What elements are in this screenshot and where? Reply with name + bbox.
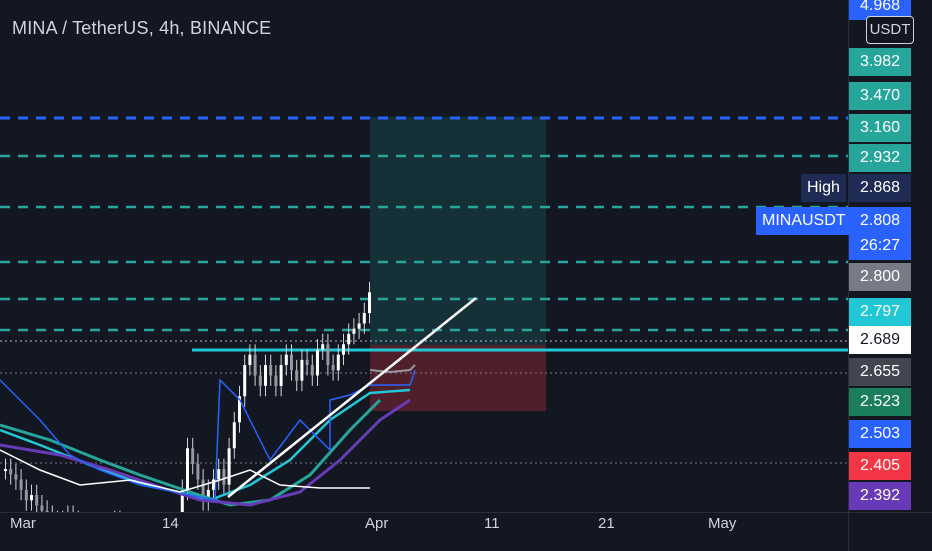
candle-body — [264, 365, 267, 386]
candle-body — [4, 469, 7, 472]
candle-body — [206, 489, 210, 501]
time-label: 11 — [484, 515, 500, 532]
trend-line — [227, 297, 477, 498]
time-label: Mar — [10, 515, 36, 532]
candle-body — [212, 479, 215, 490]
price-axis[interactable] — [848, 0, 932, 512]
price-label: 2.800 — [849, 263, 911, 291]
candle-body — [362, 313, 366, 324]
candle-body — [222, 469, 226, 485]
time-label: Apr — [365, 515, 389, 532]
chart-canvas[interactable] — [0, 0, 848, 512]
candle-body — [342, 344, 345, 355]
time-axis[interactable] — [0, 512, 848, 551]
candle-body — [232, 422, 236, 449]
price-label: 2.808 — [849, 207, 911, 235]
time-label: May — [708, 515, 737, 532]
candle-body — [269, 365, 273, 376]
price-label: 3.982 — [849, 48, 911, 76]
symbol-label: MINAUSDT — [756, 207, 852, 235]
target-zone — [370, 117, 546, 345]
candle-body — [321, 344, 325, 350]
time-label: 21 — [598, 515, 615, 532]
candle-body — [227, 448, 231, 485]
candle-body — [253, 354, 257, 376]
candle-body — [201, 479, 205, 501]
price-label: 2.868 — [849, 174, 911, 202]
candle-body — [186, 448, 189, 490]
candle-body — [14, 474, 18, 480]
price-label: 2.689 — [849, 326, 911, 354]
candle-body — [347, 333, 351, 345]
volume-line — [0, 449, 370, 493]
candle-body — [238, 396, 241, 423]
candle-body — [217, 469, 221, 480]
price-label: 2.405 — [849, 452, 911, 480]
candle-body — [191, 448, 195, 464]
candle-body — [243, 365, 247, 397]
candle-body — [248, 354, 252, 366]
stop-zone — [370, 345, 546, 411]
candle-body — [258, 375, 262, 386]
price-label: 4.968 — [849, 0, 911, 20]
chart-plot-area[interactable] — [0, 0, 848, 512]
price-label: 3.470 — [849, 82, 911, 110]
price-label: 2.932 — [849, 144, 911, 172]
candle-body — [310, 365, 314, 376]
price-label: 2.503 — [849, 420, 911, 448]
candle-body — [45, 510, 49, 512]
candle-body — [305, 359, 309, 366]
axis-corner — [848, 512, 932, 551]
candle-body — [180, 489, 184, 512]
price-label: 2.392 — [849, 482, 911, 510]
price-label: 2.523 — [849, 388, 911, 416]
price-label: 2.655 — [849, 358, 911, 386]
candle-body — [279, 365, 283, 386]
candle-body — [352, 328, 356, 334]
candle-body — [24, 489, 28, 501]
candle-body — [284, 354, 288, 366]
candle-body — [19, 479, 23, 490]
candle-body — [316, 349, 319, 376]
channel-line — [0, 369, 416, 501]
candle-body — [300, 359, 304, 381]
candle-body — [274, 375, 278, 386]
candle-body — [331, 365, 335, 371]
candle-body — [290, 354, 293, 371]
price-label: 2.797 — [849, 298, 911, 326]
candle-body — [35, 495, 39, 506]
price-label: 26:27 — [849, 232, 911, 260]
time-label: 14 — [162, 515, 179, 532]
candle-body — [295, 370, 299, 381]
chart-title: MINA / TetherUS, 4h, BINANCE — [12, 18, 272, 38]
candle-body — [336, 354, 340, 371]
candle-body — [326, 344, 330, 366]
price-label: 3.160 — [849, 114, 911, 142]
candle-body — [9, 469, 13, 475]
candle-body — [40, 505, 44, 511]
candle-body — [30, 495, 33, 501]
currency-badge[interactable]: USDT — [866, 16, 914, 44]
projection-line — [369, 364, 416, 374]
candle-body — [368, 292, 371, 314]
candle-body — [196, 463, 200, 480]
high-label: High — [801, 174, 846, 202]
candle-body — [357, 323, 361, 329]
